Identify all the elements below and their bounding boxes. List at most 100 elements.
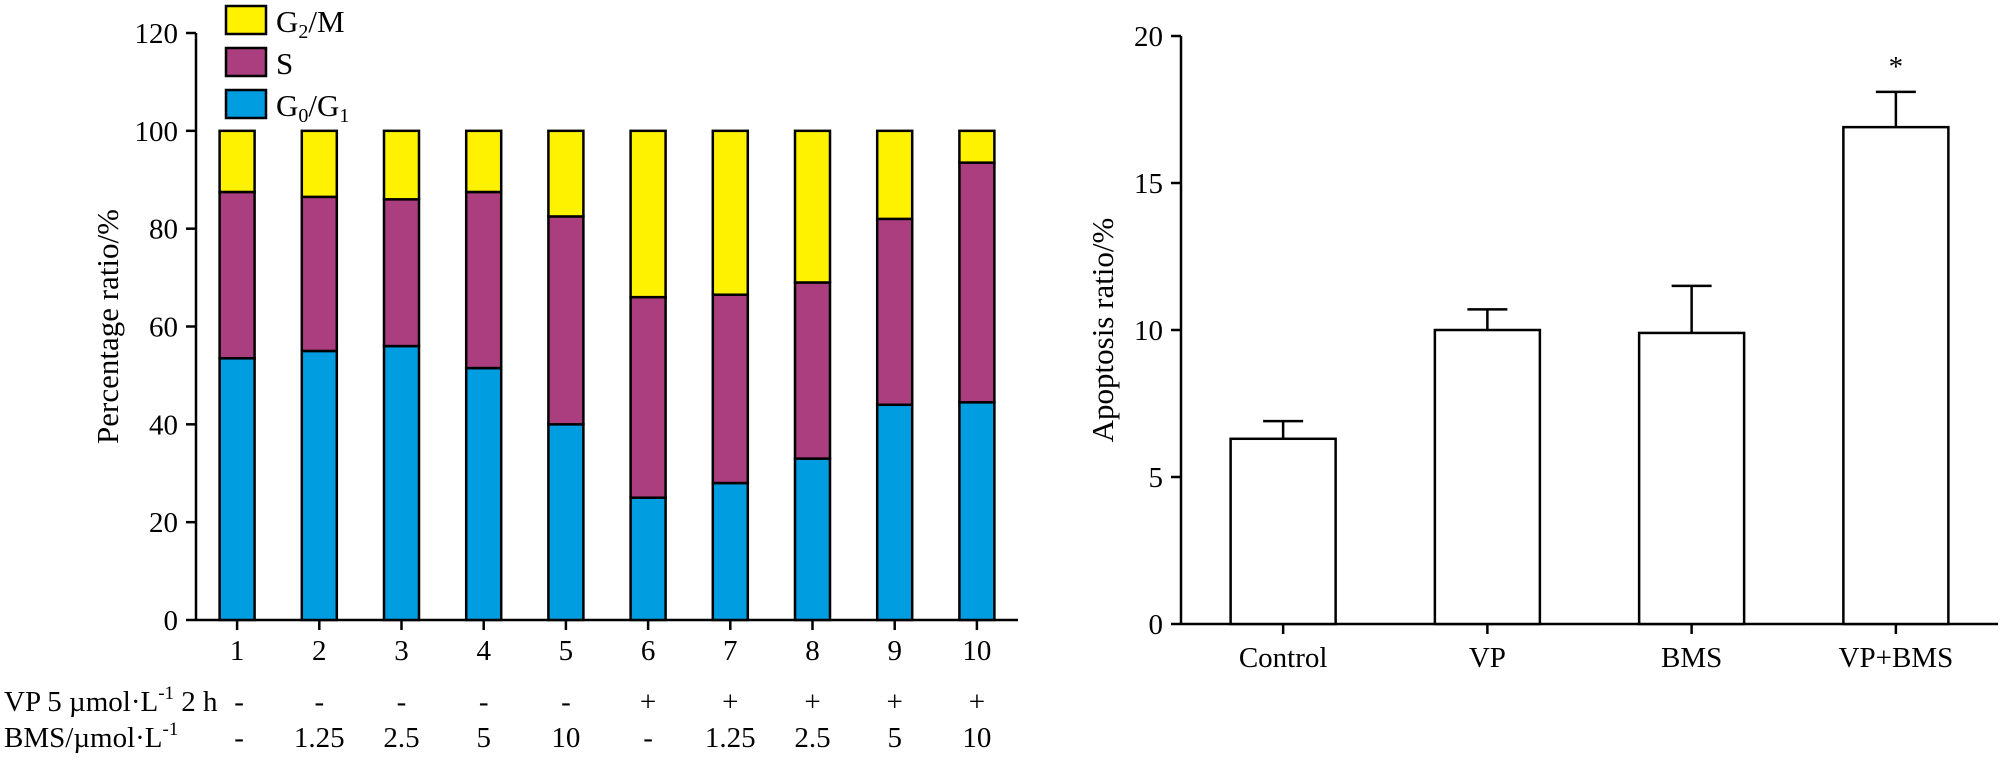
condition-label-superscript: -1 [158,683,174,704]
legend-subscript: 0 [298,105,308,127]
condition-value: - [314,686,324,718]
stacked-bar-chart-cell-cycle: 0 20 40 60 80 100 120 Percentage ratio/% 1 2 3 4 5 6 7… [4,4,1018,754]
bar-segment-g2-m [875,129,914,221]
bar-segment-g0-g1 [711,481,750,622]
y-tick-label: 80 [149,214,178,246]
bar-segment-g2-m [958,129,996,164]
bar-segment-g2-m [382,129,421,201]
x-tick-label: 3 [394,635,409,667]
y-tick-label: 20 [149,507,178,539]
y-tick-label: 0 [1149,609,1164,641]
y-tick-label: 20 [1134,21,1163,53]
bar-segment-s [464,190,503,370]
bar-segment-g0-g1 [382,344,421,622]
bar-segment-g0-g1 [875,403,914,622]
condition-value: - [479,686,489,718]
condition-label-text: 2 h [174,686,218,718]
y-tick-label: 60 [149,312,178,344]
condition-row-label: BMS/µmol·L-1 [4,719,178,754]
condition-value: 10 [551,722,580,754]
legend-text: G [276,4,298,39]
y-tick-label: 10 [1134,315,1163,347]
condition-value: + [640,686,656,718]
legend-swatch [224,4,268,36]
y-tick-label: 120 [135,18,179,50]
bar-segment-g2-m [300,129,339,199]
legend-label: G0/G1 [276,88,349,127]
bar-segment-s [300,195,339,353]
legend-swatch [224,88,268,120]
bar-chart-apoptosis: 0 5 10 15 20 Apoptosis ratio/% Control VP BMS * VP… [1085,21,1998,674]
bar-segment-g2-m [218,129,256,194]
condition-value: 5 [476,722,491,754]
x-tick-label: 7 [723,635,738,667]
y-axis-label: Percentage ratio/% [90,209,125,444]
condition-value: - [234,686,244,718]
condition-value: + [804,686,820,718]
y-axis-label: Apoptosis ratio/% [1085,218,1120,443]
bar-segment-s [793,281,832,460]
legend-subscript: 2 [298,21,308,43]
bar-segment-g2-m [711,129,750,296]
y-tick-label: 5 [1149,462,1164,494]
x-tick-label: VP [1469,642,1506,674]
y-tick-label: 15 [1134,168,1163,200]
condition-label-superscript: -1 [163,719,179,740]
x-tick-label: 9 [887,635,902,667]
condition-label-text: VP 5 µmol·L [4,686,158,718]
significance-marker: * [1889,51,1904,83]
bar-segment-g2-m [629,129,667,299]
bar-segment-g0-g1 [464,366,503,622]
x-tick-label: 5 [559,635,574,667]
x-tick-label: 2 [312,635,327,667]
x-tick-label: Control [1239,642,1328,674]
bar-segment-g0-g1 [547,423,585,622]
legend-label: G2/M [276,4,345,43]
bar-segment-g2-m [547,129,585,218]
bar-segment-s [218,190,256,360]
x-tick-label: 1 [230,635,245,667]
legend-subscript: 1 [339,105,349,127]
condition-value: - [234,722,244,754]
condition-value: - [643,722,653,754]
bar-segment-s [875,217,914,407]
condition-row-label: VP 5 µmol·L-1 2 h [4,683,218,718]
condition-label-text: BMS/µmol·L [4,722,163,754]
x-tick-label: 4 [476,635,491,667]
legend-text: /G [308,88,339,123]
bar [1842,125,1950,626]
condition-value: - [561,686,571,718]
bar-segment-g2-m [793,129,832,284]
x-tick-label: BMS [1661,642,1722,674]
bar [1637,331,1746,626]
bar-segment-s [547,215,585,426]
bar-segment-g0-g1 [958,401,996,622]
condition-value: 1.25 [705,722,756,754]
y-tick-label: 100 [135,116,179,148]
bar [1433,328,1542,626]
bar [1229,437,1337,626]
condition-value: 10 [962,722,991,754]
bar-segment-g0-g1 [793,457,832,622]
legend-text: G [276,88,298,123]
condition-value: + [722,686,738,718]
bar-segment-s [958,161,996,404]
condition-value: + [969,686,985,718]
x-tick-label: 6 [641,635,656,667]
y-tick-label: 40 [149,409,178,441]
legend-label: S [276,46,293,81]
condition-value: 2.5 [794,722,830,754]
condition-value: - [397,686,407,718]
condition-value: + [887,686,903,718]
bar-segment-g0-g1 [218,357,256,622]
x-tick-label: 10 [962,635,991,667]
legend-text: S [276,46,293,81]
bar-segment-g0-g1 [629,496,667,622]
bar-segment-g0-g1 [300,349,339,622]
x-tick-label: 8 [805,635,820,667]
legend-text: /M [308,4,344,39]
condition-value: 5 [887,722,902,754]
legend-swatch [224,46,268,78]
condition-value: 1.25 [294,722,345,754]
